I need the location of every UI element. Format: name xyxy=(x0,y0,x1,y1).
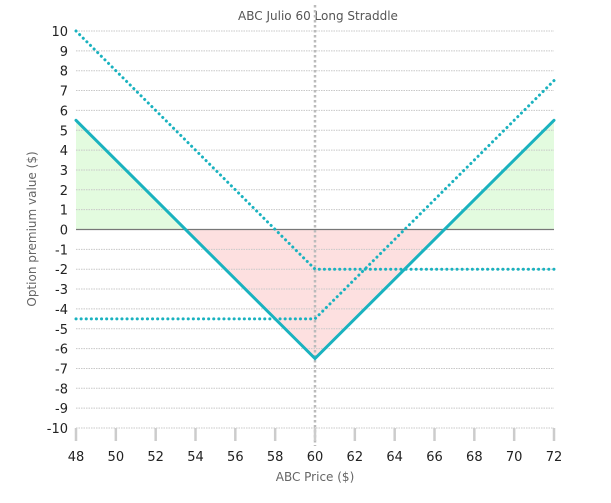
y-tick-label: -6 xyxy=(55,343,68,358)
y-tick-label: 5 xyxy=(60,124,68,139)
loss-region xyxy=(185,229,445,359)
y-tick-label: -4 xyxy=(55,303,68,318)
x-tick-label: 68 xyxy=(466,450,483,465)
y-tick-label: 2 xyxy=(60,184,68,199)
x-tick-label: 50 xyxy=(108,450,125,465)
option-leg-line xyxy=(74,79,556,321)
straddle-line xyxy=(74,118,556,361)
y-tick-label: -10 xyxy=(47,422,68,437)
option-leg-line xyxy=(74,29,556,271)
y-tick-label: 3 xyxy=(60,164,68,179)
y-tick-label: -3 xyxy=(55,283,68,298)
y-tick-label: 7 xyxy=(60,85,68,100)
x-tick-label: 58 xyxy=(267,450,284,465)
y-tick-label: 10 xyxy=(51,25,68,40)
x-tick-label: 66 xyxy=(426,450,443,465)
y-tick-label: -9 xyxy=(55,402,68,417)
y-tick-label: -1 xyxy=(55,243,68,258)
y-tick-label: -8 xyxy=(55,382,68,397)
x-tick-label: 52 xyxy=(147,450,164,465)
x-tick-label: 70 xyxy=(506,450,523,465)
y-tick-label: 9 xyxy=(60,45,68,60)
x-axis-label: ABC Price ($) xyxy=(276,470,355,484)
x-tick-label: 60 xyxy=(307,450,324,465)
y-tick-label: 1 xyxy=(60,204,68,219)
y-tick-label: -5 xyxy=(55,323,68,338)
y-tick-label: 8 xyxy=(60,65,68,80)
y-tick-label: -2 xyxy=(55,263,68,278)
y-axis-label: Option premium value ($) xyxy=(25,151,39,306)
y-tick-label: 0 xyxy=(60,224,68,239)
x-tick-label: 62 xyxy=(347,450,364,465)
x-tick-label: 72 xyxy=(546,450,563,465)
chart-title: ABC Julio 60 Long Straddle xyxy=(238,9,398,23)
y-tick-label: 6 xyxy=(60,104,68,119)
x-tick-label: 48 xyxy=(68,450,85,465)
y-tick-label: 4 xyxy=(60,144,68,159)
y-tick-label: -7 xyxy=(55,362,68,377)
x-tick-label: 64 xyxy=(386,450,403,465)
x-tick-label: 56 xyxy=(227,450,244,465)
x-tick-label: 54 xyxy=(187,450,204,465)
